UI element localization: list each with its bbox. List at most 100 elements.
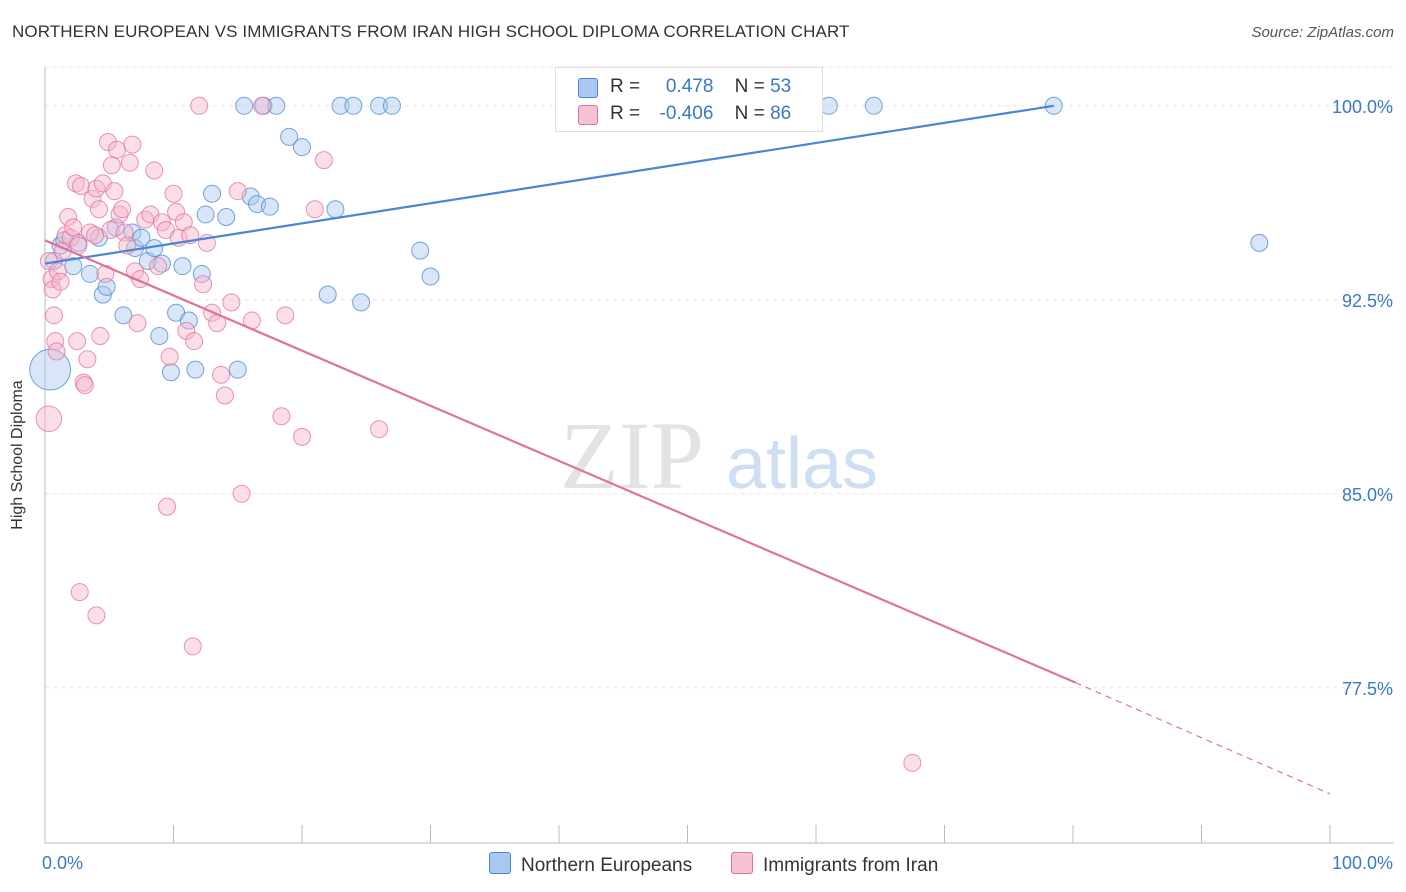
- point-immigrant-iran: [194, 275, 213, 294]
- point-immigrant-iran: [145, 161, 164, 180]
- point-immigrant-iran: [48, 262, 67, 281]
- point-immigrant-iran: [120, 153, 139, 172]
- point-northern-european: [179, 311, 198, 330]
- point-immigrant-iran: [190, 96, 209, 115]
- point-immigrant-iran: [903, 753, 922, 772]
- chart-title: NORTHERN EUROPEAN VS IMMIGRANTS FROM IRA…: [12, 22, 850, 41]
- source-label: Source: ZipAtlas.com: [1251, 24, 1394, 41]
- point-immigrant-iran: [59, 208, 78, 227]
- y-tick-label: 85.0%: [1342, 485, 1393, 505]
- x-tick-label: 100.0%: [1332, 853, 1393, 873]
- bottom-legend-swatch-blue: [489, 852, 511, 874]
- point-northern-european: [186, 360, 205, 379]
- y-tick-label: 92.5%: [1342, 291, 1393, 311]
- point-northern-european: [235, 96, 254, 115]
- point-immigrant-iran: [253, 96, 272, 115]
- bottom-legend-label-blue: Northern Europeans: [521, 855, 693, 876]
- series-northern-europeans: [29, 96, 1269, 391]
- point-immigrant-iran: [215, 386, 234, 405]
- point-immigrant-iran: [35, 405, 63, 433]
- point-northern-european: [228, 360, 247, 379]
- legend-r-label: R =: [610, 103, 641, 124]
- point-northern-european: [196, 205, 215, 224]
- point-immigrant-iran: [123, 135, 142, 154]
- point-immigrant-iran: [66, 174, 85, 193]
- point-immigrant-iran: [212, 365, 231, 384]
- point-northern-european: [132, 228, 151, 247]
- point-immigrant-iran: [167, 202, 186, 221]
- bottom-legend-label-pink: Immigrants from Iran: [763, 855, 939, 876]
- point-northern-european: [382, 96, 401, 115]
- legend-row-pink: R = -0.406 N = 86: [578, 103, 792, 125]
- point-northern-european: [267, 96, 286, 115]
- point-northern-european: [326, 200, 345, 219]
- point-northern-european: [421, 267, 440, 286]
- point-immigrant-iran: [80, 223, 99, 242]
- legend-n-label: N =: [734, 76, 765, 97]
- point-immigrant-iran: [87, 606, 106, 625]
- point-northern-european: [370, 96, 389, 115]
- legend-n-value: 53: [770, 76, 792, 97]
- point-northern-european: [203, 184, 222, 203]
- axes: [44, 67, 1394, 844]
- bottom-legend-pink: Immigrants from Iran: [731, 852, 938, 877]
- point-northern-european: [1250, 233, 1269, 252]
- point-immigrant-iran: [64, 218, 83, 237]
- bottom-legend-blue: Northern Europeans: [489, 852, 692, 877]
- point-immigrant-iran: [293, 427, 311, 446]
- trend-line-northern-europeans: [44, 104, 1054, 265]
- point-immigrant-iran: [102, 156, 121, 175]
- point-immigrant-iran: [128, 314, 147, 333]
- point-immigrant-iran: [105, 182, 124, 201]
- point-immigrant-iran: [276, 306, 295, 325]
- point-northern-european: [411, 241, 430, 260]
- legend-r-label: R =: [610, 76, 641, 97]
- point-immigrant-iran: [75, 376, 94, 395]
- trend-line-immigrants-from-iran-extension: [1075, 682, 1331, 795]
- point-immigrant-iran: [185, 332, 204, 351]
- point-northern-european: [344, 96, 363, 115]
- point-immigrant-iran: [314, 151, 333, 170]
- tick-labels: 77.5% 85.0% 92.5% 100.0% 0.0% 100.0%: [42, 97, 1393, 873]
- point-immigrant-iran: [305, 200, 324, 219]
- point-immigrant-iran: [222, 293, 241, 312]
- point-immigrant-iran: [91, 327, 110, 346]
- point-immigrant-iran: [68, 332, 87, 351]
- point-immigrant-iran: [61, 228, 80, 247]
- legend-r-value: -0.406: [659, 103, 714, 124]
- point-northern-european: [217, 208, 236, 227]
- legend-row-blue: R = 0.478 N = 53: [578, 76, 792, 98]
- point-immigrant-iran: [110, 205, 129, 224]
- legend-n-label: N =: [734, 103, 765, 124]
- point-immigrant-iran: [71, 176, 90, 195]
- point-immigrant-iran: [47, 342, 66, 361]
- legend-n-value: 86: [770, 103, 792, 124]
- point-northern-european: [80, 264, 99, 283]
- point-immigrant-iran: [160, 347, 179, 366]
- point-immigrant-iran: [370, 420, 389, 439]
- point-immigrant-iran: [113, 200, 132, 219]
- point-immigrant-iran: [56, 226, 75, 245]
- point-northern-european: [260, 197, 279, 216]
- point-northern-european: [173, 257, 192, 276]
- point-immigrant-iran: [164, 184, 183, 203]
- point-immigrant-iran: [272, 407, 291, 426]
- point-northern-european: [352, 293, 371, 312]
- legend-swatch-pink: [578, 105, 598, 125]
- point-northern-european: [150, 327, 169, 346]
- watermark-atlas: atlas: [726, 424, 878, 504]
- point-immigrant-iran: [183, 637, 202, 656]
- point-immigrant-iran: [51, 272, 70, 291]
- point-immigrant-iran: [70, 583, 89, 602]
- point-immigrant-iran: [177, 321, 196, 340]
- correlation-legend: R = 0.478 N = 53 R = -0.406 N = 86: [555, 67, 823, 132]
- legend-r-value: 0.478: [665, 76, 714, 97]
- point-immigrant-iran: [83, 189, 102, 208]
- point-northern-european: [293, 138, 311, 157]
- point-immigrant-iran: [89, 200, 108, 219]
- y-tick-label: 77.5%: [1342, 679, 1393, 699]
- bottom-legend-swatch-pink: [731, 852, 753, 874]
- point-immigrant-iran: [228, 182, 247, 201]
- point-northern-european: [161, 363, 180, 382]
